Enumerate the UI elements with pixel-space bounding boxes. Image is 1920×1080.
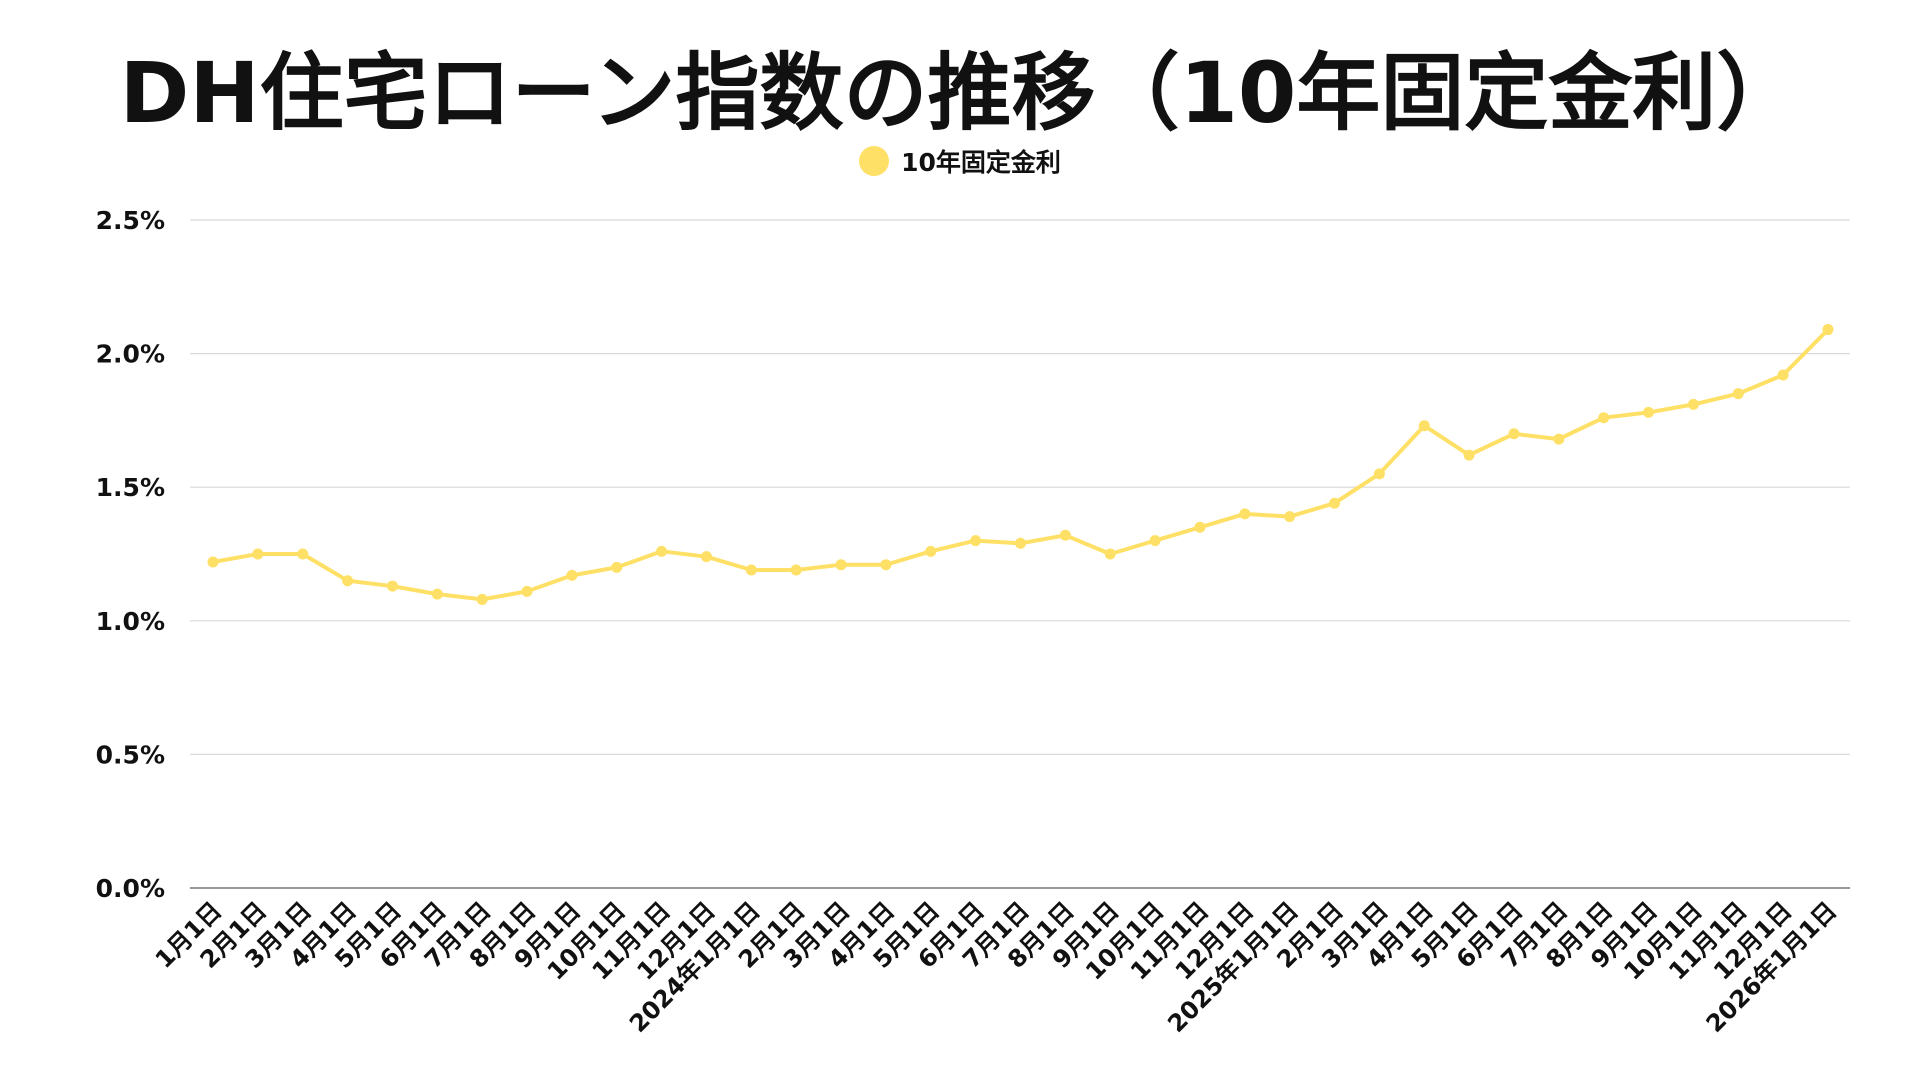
data-point [745, 564, 757, 576]
data-point [1284, 511, 1296, 523]
data-point [880, 559, 892, 571]
data-point [1194, 521, 1206, 533]
data-point [656, 545, 668, 557]
y-tick-label: 0.5% [96, 740, 165, 769]
data-point [611, 561, 623, 573]
data-point [925, 545, 937, 557]
data-point [1822, 324, 1834, 336]
series-10y-fixed [207, 324, 1834, 605]
y-tick-label: 1.0% [96, 607, 165, 636]
y-tick-label: 0.0% [96, 874, 165, 903]
data-point [207, 556, 219, 568]
data-point [1104, 548, 1116, 560]
data-point [1239, 508, 1251, 520]
gridlines [190, 219, 1850, 889]
legend: 10年固定金利 [0, 143, 1920, 179]
series-line [211, 327, 1830, 602]
data-point [386, 580, 398, 592]
chart-title: DH住宅ローン指数の推移（10年固定金利） [119, 44, 1801, 142]
data-point [252, 548, 264, 560]
data-point [1508, 428, 1520, 440]
y-tick-label: 2.5% [96, 206, 165, 235]
data-point [1418, 420, 1430, 432]
data-point [1732, 388, 1744, 400]
legend-label: 10年固定金利 [901, 148, 1061, 177]
data-point [566, 569, 578, 581]
data-point [1015, 537, 1026, 549]
data-point [1373, 468, 1385, 480]
data-point [1598, 412, 1610, 424]
y-axis: 0.0% 0.5% 1.0% 1.5% 2.0% 2.5% [96, 206, 165, 903]
data-point [1643, 406, 1655, 418]
x-axis: 1月1日2月1日3月1日4月1日5月1日6月1日7月1日8月1日9月1日10月1… [150, 896, 1842, 1038]
data-point [476, 593, 488, 605]
y-tick-label: 2.0% [96, 340, 165, 369]
data-point [835, 559, 847, 571]
data-point [297, 548, 309, 560]
data-point [342, 575, 354, 587]
data-point [1329, 497, 1341, 509]
data-point [1777, 369, 1789, 381]
data-point [790, 564, 802, 576]
legend-swatch [859, 146, 890, 176]
data-point [431, 588, 443, 600]
data-point [1059, 529, 1071, 541]
data-point [521, 585, 533, 597]
data-point [1553, 433, 1565, 445]
data-point [1463, 449, 1475, 461]
y-tick-label: 1.5% [96, 473, 165, 502]
data-point [700, 551, 712, 563]
data-point [1687, 398, 1699, 410]
data-point [970, 535, 982, 547]
data-point [1149, 535, 1161, 547]
